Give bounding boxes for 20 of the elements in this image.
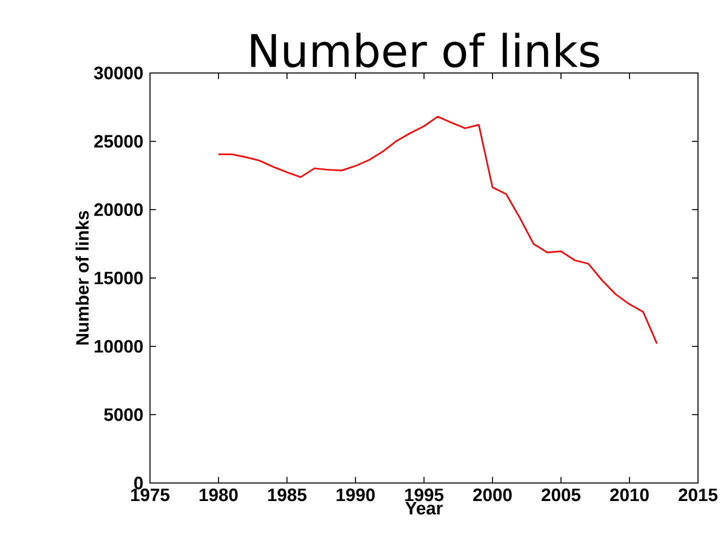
x-tick-label: 1980 [200, 488, 238, 502]
y-tick-label: 5000 [104, 408, 143, 422]
x-tick-label: 1975 [131, 488, 170, 502]
y-tick-label: 20000 [94, 203, 143, 216]
y-tick-label: 25000 [94, 134, 143, 148]
y-tick-label: 0 [134, 476, 143, 490]
y-axis-title: Number of links [76, 210, 89, 345]
x-tick-label: 1995 [405, 488, 444, 502]
y-tick-label: 30000 [94, 66, 143, 80]
x-tick-label: 2005 [542, 488, 580, 502]
x-tick-label: 2010 [610, 488, 649, 502]
x-tick-label: 1990 [336, 488, 375, 502]
x-axis-title: Year [405, 502, 443, 515]
y-tick-label: 10000 [94, 340, 143, 353]
x-tick-label: 2000 [473, 488, 512, 502]
chart-title: Number of links [251, 32, 600, 68]
x-tick-label: 2015 [678, 488, 718, 502]
x-tick-label: 1985 [268, 488, 306, 502]
y-tick-label: 15000 [94, 272, 143, 284]
line-series [218, 116, 658, 344]
